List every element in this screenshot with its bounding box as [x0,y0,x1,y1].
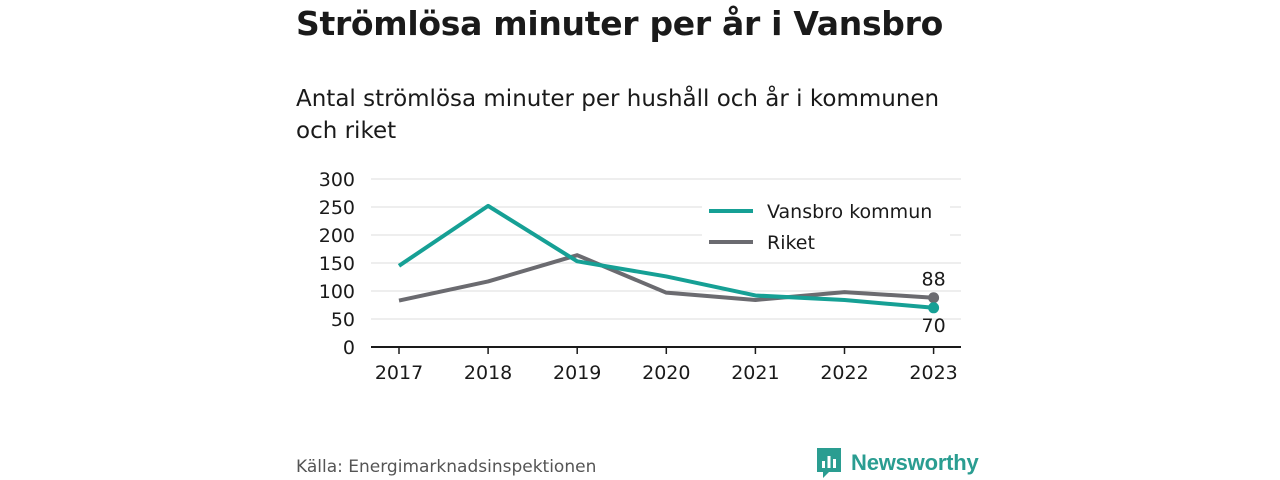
brand-name: Newsworthy [851,450,979,475]
chart-subtitle: Antal strömlösa minuter per hushåll och … [296,86,940,144]
x-tick-label: 2022 [820,362,868,384]
y-tick-label: 250 [319,197,355,219]
legend-label-riket: Riket [767,232,815,254]
y-tick-label: 50 [331,309,355,331]
x-tick-label: 2023 [909,362,957,384]
y-tick-label: 0 [343,337,355,359]
x-tick-label: 2019 [553,362,601,384]
y-tick-label: 300 [319,169,355,191]
data-label-riket: 88 [922,269,946,291]
brand-logo: Newsworthy [815,446,979,480]
y-tick-label: 150 [319,253,355,275]
legend-label-vansbro: Vansbro kommun [767,201,932,223]
x-tick-label: 2018 [464,362,512,384]
x-tick-label: 2021 [731,362,779,384]
data-label-vansbro: 70 [922,315,946,337]
series-end-point-riket [928,292,940,304]
y-tick-label: 200 [319,225,355,247]
x-tick-label: 2020 [642,362,690,384]
source-note: Källa: Energimarknadsinspektionen [296,457,597,477]
y-tick-label: 100 [319,281,355,303]
legend-box [702,196,950,258]
x-tick-label: 2017 [375,362,423,384]
series-line-vansbro [397,203,934,310]
chart-title: Strömlösa minuter per år i Vansbro [296,4,943,43]
series-line-riket [398,253,934,303]
newsworthy-logo-icon [817,448,841,478]
series-end-point-vansbro [928,302,940,314]
